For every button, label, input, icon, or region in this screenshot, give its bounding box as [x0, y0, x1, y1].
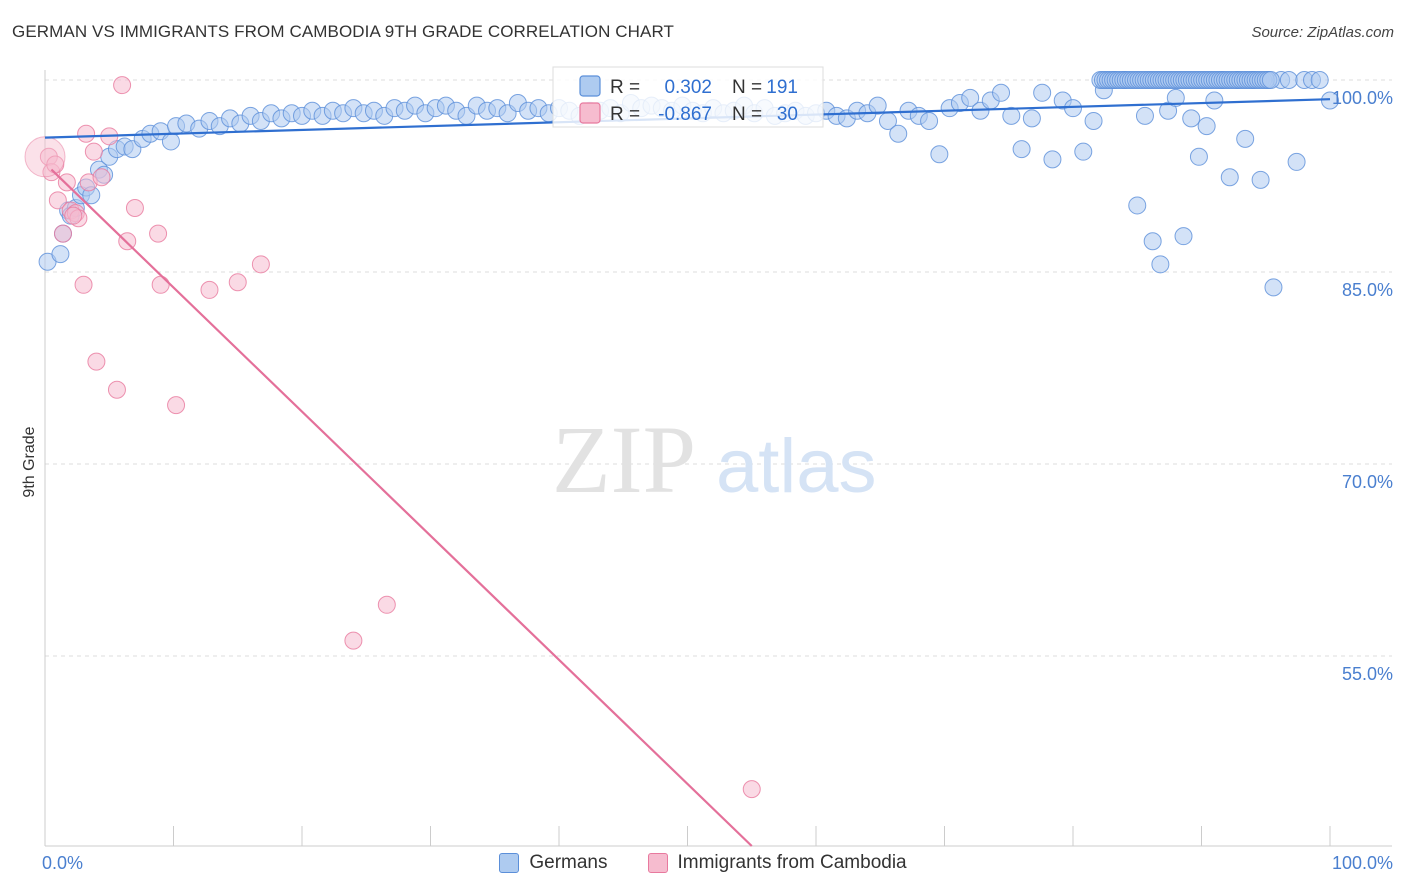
german-point-121 [1197, 117, 1216, 136]
cambodia-point-28 [742, 780, 761, 799]
legend-item-germans[interactable]: Germans [499, 852, 608, 874]
cambodia-point-29 [64, 206, 83, 225]
tick-labels: 100.0% 85.0% 70.0% 55.0% 0.0% 100.0% [42, 88, 1393, 873]
german-point-1 [51, 245, 70, 264]
german-point-126 [1236, 129, 1255, 148]
german-point-104 [1043, 150, 1062, 169]
german-point-114 [1143, 232, 1162, 251]
german-point-133 [1287, 152, 1306, 171]
cambodia-point-17 [113, 76, 132, 95]
german-point-102 [1022, 109, 1041, 128]
cambodia-point-23 [200, 280, 219, 299]
german-point-96 [961, 88, 980, 107]
cambodia-point-5 [57, 173, 76, 192]
german-point-92 [920, 111, 939, 130]
german-point-130 [1264, 278, 1283, 297]
cambodia-point-22 [167, 396, 186, 415]
axes [44, 70, 1392, 847]
cambodia-point-19 [125, 199, 144, 217]
y-tick-label-0: 100.0% [1332, 88, 1393, 108]
german-point-108 [1084, 111, 1103, 130]
stats-swatch-0 [579, 75, 601, 97]
trend-line-cambodia [50, 168, 753, 847]
stats-n-label-1: N = [732, 104, 762, 125]
gridlines [45, 79, 1392, 657]
german-point-117 [1166, 88, 1185, 107]
german-point-99 [992, 83, 1011, 102]
german-point-93 [930, 145, 949, 164]
german-point-128 [1251, 170, 1270, 189]
stats-r-label-1: R = [610, 104, 640, 125]
cambodia-point-13 [87, 352, 106, 371]
y-tick-label-1: 85.0% [1342, 280, 1393, 300]
stats-r-value-0: 0.302 [664, 77, 712, 98]
cambodia-point-24 [228, 273, 247, 292]
german-point-113 [1135, 106, 1154, 125]
cambodia-point-25 [251, 255, 270, 274]
german-point-103 [1033, 83, 1052, 102]
german-point-122 [1205, 91, 1224, 110]
cambodia-point-4 [53, 224, 72, 243]
x-tick-label-1: 100.0% [1332, 853, 1393, 873]
legend-label-germans: Germans [529, 852, 608, 873]
chart-title: GERMAN VS IMMIGRANTS FROM CAMBODIA 9TH G… [12, 22, 675, 41]
cambodia-point-16 [107, 380, 126, 399]
cambodia-point-3 [48, 191, 67, 210]
watermark: ZIP atlas [552, 406, 877, 513]
german-point-101 [1012, 140, 1031, 159]
cambodia-point-large [24, 136, 66, 178]
german-point-118 [1174, 227, 1193, 246]
german-point-115 [1151, 255, 1170, 274]
german-point-106 [1064, 99, 1082, 118]
german-point-119 [1182, 109, 1201, 128]
cambodia-point-10 [77, 124, 96, 143]
german-point-205 [1261, 71, 1280, 89]
cambodia-point-9 [74, 275, 93, 294]
german-point-124 [1220, 168, 1239, 187]
cambodia-point-12 [84, 142, 103, 161]
german-point-120 [1189, 147, 1208, 166]
german-point-100 [1002, 106, 1021, 125]
bottom-legend: Germans Immigrants from Cambodia [0, 852, 1406, 874]
german-point-112 [1128, 196, 1147, 215]
stats-n-value-0: 191 [766, 77, 798, 98]
cambodia-point-20 [149, 224, 168, 243]
legend-label-cambodia: Immigrants from Cambodia [677, 852, 907, 873]
cambodia-point-26 [344, 631, 363, 650]
german-point-107 [1074, 142, 1093, 161]
y-tick-label-2: 70.0% [1342, 472, 1393, 492]
stats-n-label-0: N = [732, 77, 762, 98]
legend-swatch-germans [499, 853, 520, 873]
stats-legend: R = 0.302 N = 191 R = -0.867 N = 30 [552, 66, 824, 128]
german-point-136 [1310, 71, 1329, 89]
stats-n-value-1: 30 [777, 104, 798, 125]
stats-r-value-1: -0.867 [658, 104, 712, 125]
legend-item-cambodia[interactable]: Immigrants from Cambodia [647, 852, 907, 874]
german-point-89 [889, 124, 908, 143]
legend-swatch-cambodia [647, 853, 668, 873]
source-label: Source: ZipAtlas.com [1251, 24, 1394, 41]
german-point-87 [868, 96, 887, 115]
cambodia-point-27 [377, 595, 396, 614]
german-point-132 [1279, 71, 1298, 89]
german-point-18 [161, 132, 180, 151]
stats-swatch-1 [579, 102, 601, 124]
cambodia-point-21 [151, 275, 170, 294]
x-tick-label-0: 0.0% [42, 853, 83, 873]
cambodia-point-14 [92, 168, 111, 187]
watermark-zip: ZIP [552, 406, 696, 513]
stats-r-label-0: R = [610, 77, 640, 98]
y-axis-label: 9th Grade [21, 426, 38, 497]
y-tick-label-3: 55.0% [1342, 664, 1393, 684]
watermark-atlas: atlas [716, 424, 877, 509]
